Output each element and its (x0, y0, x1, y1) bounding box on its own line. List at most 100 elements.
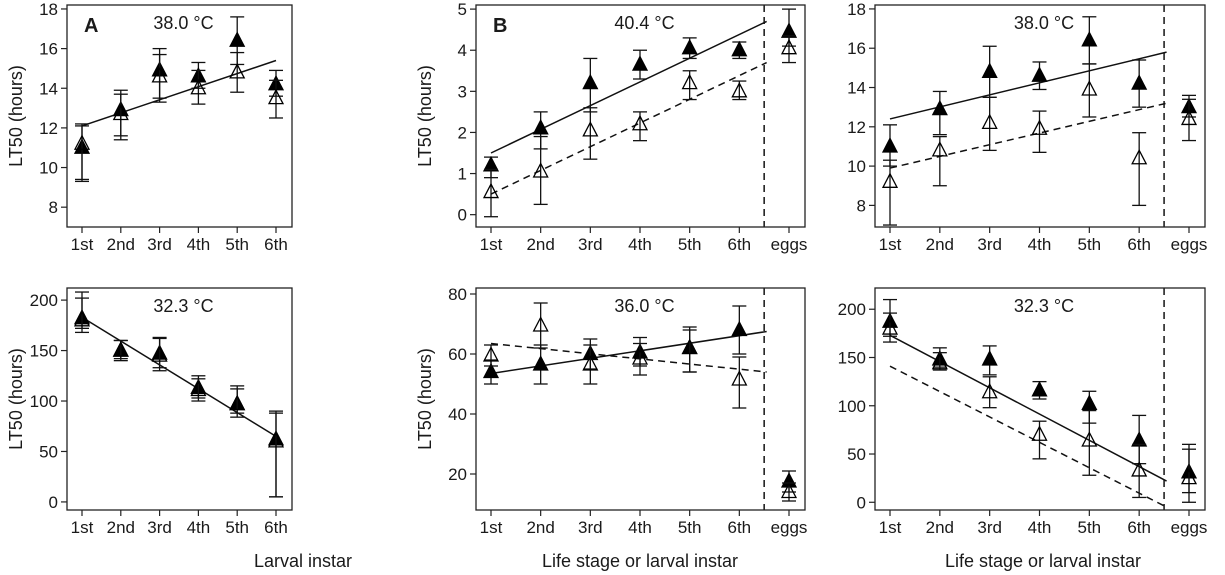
point-open-triangle (780, 482, 798, 499)
y-tick-label: 12 (847, 118, 866, 137)
y-tick-label: 14 (847, 79, 866, 98)
y-tick-label: 40 (448, 405, 467, 424)
x-tick-label: 5th (1078, 518, 1102, 537)
x-tick-label: 5th (678, 235, 702, 254)
x-tick-label: 3rd (147, 235, 172, 254)
point-open-triangle (1031, 425, 1048, 441)
panel-b-top: 0 1 2 3 4 5 1st 2nd 3rd 4th 5th 6th eggs LT50 (hours)… (415, 0, 807, 254)
x-tick-label: 6th (728, 235, 752, 254)
point-open-triangle (981, 382, 998, 399)
point-open-triangle (631, 349, 649, 365)
point-open-triangle (112, 341, 129, 357)
x-tick-label: eggs (1171, 235, 1208, 254)
y-tick-label: 60 (448, 345, 467, 364)
x-tick-label: 2nd (107, 518, 135, 537)
point-open-triangle (731, 81, 748, 98)
point-open-triangle (931, 140, 948, 157)
point-open-triangle (190, 380, 207, 397)
x-tick-label: 5th (1078, 235, 1102, 254)
plot-frame (66, 4, 293, 228)
point-open-triangle (267, 431, 285, 448)
point-open-triangle (1131, 148, 1148, 165)
fit-line-solid (490, 20, 767, 154)
x-tick-label: 5th (225, 235, 249, 254)
point-open-triangle (1031, 119, 1048, 135)
y-tick-label: 16 (39, 40, 58, 59)
point-filled-triangle (881, 137, 899, 153)
y-axis-title: LT50 (hours) (415, 348, 435, 450)
y-tick-label: 0 (49, 493, 58, 512)
x-tick-label: 2nd (107, 235, 135, 254)
x-tick-label: 3rd (977, 518, 1002, 537)
point-open-triangle (731, 370, 748, 386)
y-tick-label: 4 (458, 41, 467, 60)
point-open-triangle (681, 338, 698, 355)
point-filled-triangle (229, 31, 246, 47)
fit-line-dashed (889, 365, 1167, 508)
y-axis-title: LT50 (hours) (415, 65, 435, 167)
y-tick-label: 50 (847, 445, 866, 464)
point-open-triangle (482, 182, 500, 199)
y-tick-label: 2 (458, 123, 467, 142)
x-tick-label: 1st (879, 518, 902, 537)
x-tick-label: 4th (1028, 518, 1052, 537)
point-filled-triangle (1131, 74, 1148, 90)
y-tick-label: 16 (847, 39, 866, 58)
panel-a-top: 8 10 12 14 16 18 1st 2nd 3rd 4th 5th 6th LT50 (hours… (6, 0, 293, 254)
x-tick-label: 2nd (926, 518, 954, 537)
fit-line-dashed (889, 102, 1167, 169)
point-open-triangle (229, 394, 246, 411)
point-open-triangle (1081, 80, 1098, 96)
x-tick-label: 6th (1127, 518, 1151, 537)
point-filled-triangle (931, 99, 948, 116)
point-filled-triangle (1081, 30, 1098, 47)
fit-line-dashed (490, 342, 767, 373)
point-filled-triangle (532, 355, 549, 371)
x-tick-label: 5th (225, 518, 249, 537)
y-tick-label: 10 (847, 157, 866, 176)
temperature-label: 38.0 °C (1014, 13, 1074, 33)
y-tick-label: 150 (838, 348, 866, 367)
temperature-label: 36.0 °C (614, 296, 674, 316)
y-tick-label: 12 (39, 119, 58, 138)
point-open-triangle (532, 162, 549, 178)
panel-letter: B (493, 15, 507, 37)
y-tick-label: 0 (458, 206, 467, 225)
point-filled-triangle (1031, 66, 1048, 82)
y-tick-label: 150 (30, 342, 58, 361)
point-open-triangle (1131, 461, 1148, 477)
x-tick-label: 3rd (147, 518, 172, 537)
point-filled-triangle (1031, 380, 1048, 397)
x-tick-label: 1st (71, 518, 94, 537)
point-open-triangle (582, 120, 599, 137)
fit-line-solid (81, 316, 277, 437)
y-tick-label: 1 (458, 165, 467, 184)
x-tick-label: 1st (480, 518, 503, 537)
point-open-triangle (482, 346, 500, 362)
point-open-triangle (267, 88, 285, 105)
y-tick-label: 18 (39, 0, 58, 19)
x-tick-label: eggs (771, 235, 808, 254)
y-axis-title: LT50 (hours) (6, 348, 26, 450)
x-tick-label: 4th (628, 518, 652, 537)
point-open-triangle (681, 73, 698, 90)
point-open-triangle (1180, 109, 1198, 126)
panel-a-bottom: 0 50 100 150 200 1st 2nd 3rd 4th 5th 6th LT50 (hour… (6, 287, 293, 537)
x-tick-label: 2nd (526, 518, 554, 537)
point-filled-triangle (981, 62, 998, 78)
y-tick-label: 200 (30, 291, 58, 310)
x-tick-label: 3rd (578, 518, 603, 537)
point-filled-triangle (1081, 394, 1098, 410)
point-filled-triangle (731, 40, 748, 57)
panel-c-bottom: 0 50 100 150 200 1st 2nd 3rd 4th 5th 6th eggs 32.3 °… (838, 287, 1207, 537)
fit-line-solid (889, 51, 1167, 120)
point-open-triangle (73, 310, 91, 327)
point-open-triangle (881, 172, 899, 188)
x-tick-label: 6th (264, 235, 288, 254)
temperature-label: 38.0 °C (153, 13, 213, 33)
x-tick-label: 1st (71, 235, 94, 254)
point-open-triangle (532, 316, 549, 332)
point-open-triangle (1180, 468, 1198, 485)
point-open-triangle (582, 355, 599, 371)
